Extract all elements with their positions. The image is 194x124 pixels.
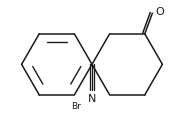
Text: Br: Br	[71, 102, 81, 111]
Text: O: O	[155, 7, 164, 17]
Text: N: N	[88, 94, 96, 104]
